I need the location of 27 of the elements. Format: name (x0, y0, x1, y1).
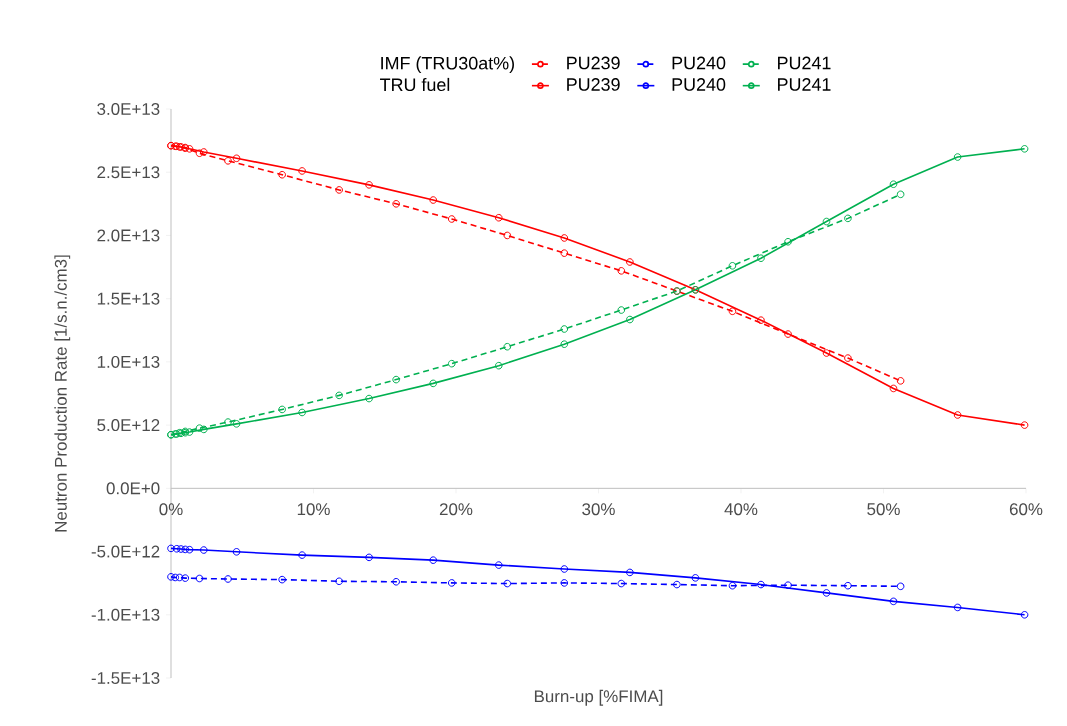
y-tick-label: 1.5E+13 (97, 292, 160, 305)
text: IMF (TRU30at%) (381, 56, 514, 74)
y-tick-label: 2.0E+13 (97, 229, 160, 242)
y-tick-label: 0.0E+0 (106, 482, 160, 495)
x-tick-label: 60% (1009, 503, 1043, 516)
y-tick-label: -1.5E+13 (91, 672, 160, 684)
x-tick-label: 40% (724, 503, 758, 516)
y-tick-label: 3.0E+13 (97, 103, 160, 115)
x-tick-label: 20% (439, 503, 473, 516)
x-axis-title: Burn-up [%FIMA] (534, 689, 663, 706)
y-axis-title: Neutron Production Rate [1/s.n./cm3] (54, 255, 71, 532)
text: TRU fuel (380, 77, 450, 92)
legend-label: PU240 (672, 78, 726, 91)
x-tick-label: 10% (297, 503, 330, 516)
y-tick-label: 1.0E+13 (97, 355, 160, 368)
legend-label: PU239 (567, 56, 620, 70)
x-tick-label: 0% (159, 503, 183, 516)
legend-label: PU240 (672, 56, 726, 70)
legend-label: PU241 (778, 56, 831, 70)
y-tick-label: -1.0E+13 (91, 608, 160, 621)
x-tick-label: 50% (867, 503, 900, 516)
y-tick-label: -5.0E+12 (91, 545, 160, 558)
y-tick-label: 2.5E+13 (97, 166, 160, 179)
legend-label: PU241 (778, 78, 831, 91)
x-tick-label: 30% (582, 503, 615, 516)
legend-label: PU239 (567, 78, 620, 91)
y-tick-label: 5.0E+12 (97, 419, 160, 432)
